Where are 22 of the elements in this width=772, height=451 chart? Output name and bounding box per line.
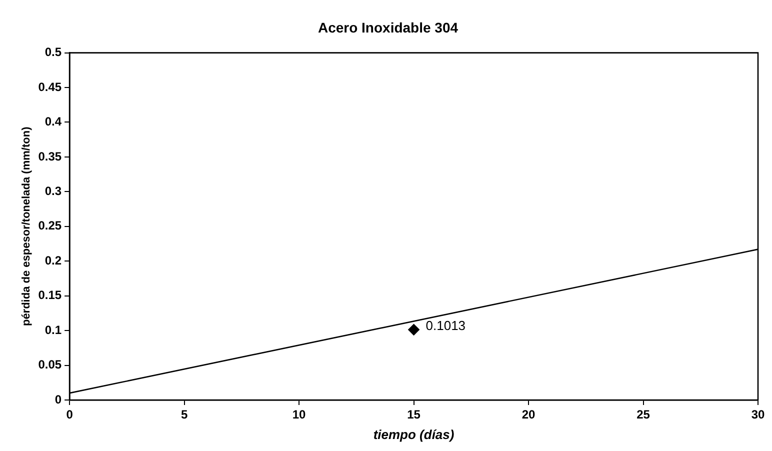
data-label: 0.1013 — [426, 318, 466, 334]
chart-title: Acero Inoxidable 304 — [318, 19, 458, 36]
x-tick-label: 20 — [522, 408, 536, 422]
x-tick-label: 30 — [751, 408, 765, 422]
y-axis-title: pérdida de espesor/tonelada (mm/ton) — [20, 126, 33, 326]
y-tick-label: 0.35 — [38, 149, 62, 164]
y-tick-label: 0.45 — [38, 80, 62, 94]
x-tick-label: 5 — [180, 408, 188, 422]
x-tick-label: 15 — [407, 408, 421, 422]
y-tick-label: 0.05 — [38, 358, 62, 372]
y-tick-label: 0.15 — [38, 288, 62, 302]
y-tick-label: 0 — [54, 392, 62, 406]
x-tick-label: 0 — [66, 408, 74, 422]
x-axis-title: tiempo (días) — [373, 426, 454, 442]
y-tick-label: 0.4 — [44, 114, 62, 129]
y-tick-label: 0.3 — [44, 184, 62, 198]
y-tick-label: 0.2 — [44, 253, 62, 268]
y-tick-label: 0.25 — [38, 218, 62, 233]
x-tick-label: 10 — [292, 408, 306, 422]
y-tick-label: 0.5 — [44, 45, 62, 60]
y-tick-label: 0.1 — [44, 322, 62, 337]
x-tick-label: 25 — [636, 408, 650, 422]
